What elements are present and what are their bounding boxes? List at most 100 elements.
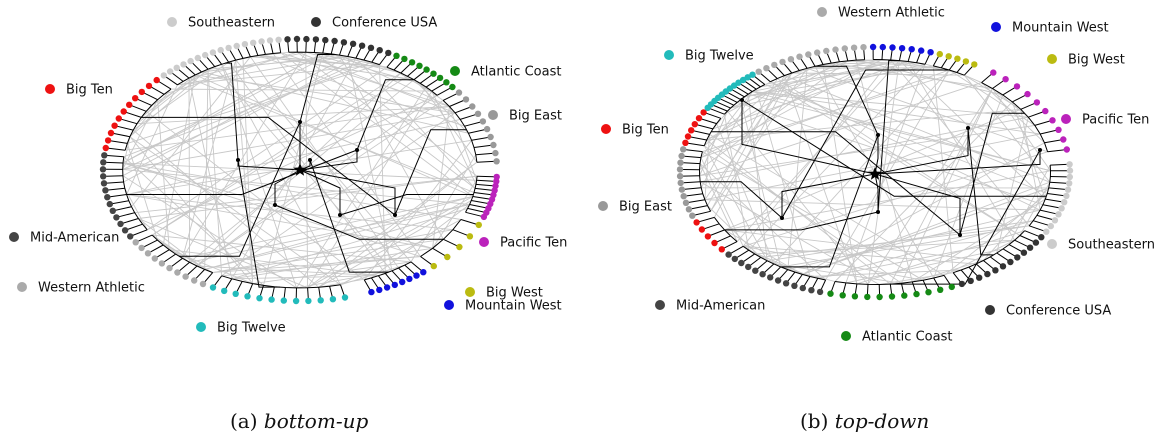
- network-edge: [126, 118, 461, 195]
- tree-leaf-link: [363, 279, 371, 291]
- team-node: [1032, 239, 1040, 246]
- network-edge: [242, 58, 254, 284]
- team-node: [102, 144, 110, 152]
- tree-junction: [298, 120, 302, 124]
- legend-entry: Big Twelve: [664, 49, 754, 64]
- root-star-icon: [293, 163, 307, 176]
- tree-branch: [237, 159, 280, 288]
- team-node: [689, 212, 696, 219]
- legend-label: Mid-American: [676, 299, 765, 314]
- tree-leaf-link: [213, 54, 223, 65]
- team-node: [691, 121, 698, 128]
- tree-leaf-link: [992, 80, 1004, 89]
- team-node: [680, 193, 687, 200]
- tree-leaf-link: [1042, 204, 1059, 209]
- legend-entry: Southeastern: [167, 16, 275, 31]
- team-node: [889, 44, 896, 51]
- network-edge: [235, 59, 412, 263]
- team-node: [490, 141, 497, 149]
- team-node: [199, 280, 207, 288]
- tree-leaf-link: [121, 118, 138, 125]
- legend-entry: Pacific Ten: [1061, 113, 1149, 128]
- team-node: [1058, 205, 1065, 212]
- team-node: [416, 62, 423, 69]
- tree-leaf-link: [911, 281, 917, 293]
- network-edge: [126, 84, 178, 195]
- tree-leaf-link: [1047, 193, 1064, 197]
- team-node: [182, 273, 189, 280]
- team-node: [850, 44, 858, 51]
- tree-leaf-link: [477, 175, 494, 178]
- team-node: [456, 243, 463, 251]
- tree-leaf-link: [400, 63, 411, 74]
- tree-leaf-link: [108, 147, 126, 151]
- panel-bottom-up: Southeastern Conference USA Atlantic Coast…: [9, 16, 567, 433]
- tree-leaf-link: [683, 181, 701, 184]
- network-edge: [122, 162, 461, 220]
- team-node: [420, 269, 427, 276]
- tree-leaf-link: [123, 218, 139, 224]
- tree-leaf-link: [213, 275, 223, 287]
- team-node: [676, 166, 684, 173]
- tree-leaf-link: [688, 142, 705, 147]
- legend-entry: Big Ten: [601, 123, 669, 138]
- tree-branch: [780, 134, 879, 268]
- network-edge: [933, 94, 1004, 279]
- network-edge: [318, 277, 372, 288]
- network-edge: [221, 64, 341, 286]
- legend-label: Mountain West: [1012, 21, 1109, 36]
- tree-leaf-link: [756, 260, 768, 270]
- network-edge: [747, 94, 768, 261]
- tree-leaf-link: [318, 287, 321, 299]
- tree-leaf-link: [137, 98, 152, 106]
- tree-leaf-link: [960, 269, 970, 280]
- tree-branch: [874, 173, 879, 212]
- network-edge: [162, 74, 196, 246]
- network-edge: [742, 59, 892, 247]
- legend-label: Southeastern: [1068, 238, 1155, 253]
- tree-junction: [740, 98, 744, 102]
- tree-leaf-link: [186, 265, 198, 276]
- tree-leaf-link: [1002, 248, 1016, 257]
- tree-leaf-link: [727, 92, 741, 101]
- tree-leaf-link: [1036, 214, 1053, 220]
- network-edge: [932, 65, 954, 273]
- legend-label: Western Athletic: [38, 281, 145, 296]
- network-edge: [727, 110, 869, 285]
- tree-leaf-link: [1045, 198, 1062, 203]
- legend-label: Western Athletic: [838, 6, 945, 21]
- tree-leaf-link: [996, 252, 1009, 262]
- network-edge: [132, 61, 229, 131]
- tree-leaf-link: [916, 52, 921, 63]
- tree-branch: [394, 129, 467, 216]
- network-edge: [764, 59, 883, 85]
- tree-leaf-link: [760, 72, 771, 83]
- network-edge: [182, 59, 237, 259]
- tree-leaf-link: [688, 199, 705, 203]
- tree-branch: [967, 127, 994, 256]
- dendrogram-tree: [682, 48, 1068, 296]
- team-node: [700, 109, 707, 116]
- tree-leaf-link: [151, 86, 165, 95]
- network-edge: [413, 79, 444, 101]
- tree-leaf-link: [229, 49, 237, 61]
- tree-leaf-link: [464, 121, 481, 127]
- team-node: [436, 74, 444, 82]
- tree-branch: [141, 116, 396, 216]
- team-node: [771, 61, 778, 69]
- tree-leaf-link: [143, 239, 158, 248]
- tree-leaf-link: [690, 136, 707, 141]
- team-node: [180, 61, 187, 68]
- team-node: [1047, 222, 1055, 230]
- network-edge: [716, 123, 775, 265]
- tree-leaf-link: [143, 92, 158, 101]
- network-edge: [704, 134, 711, 200]
- tree-leaf-link: [1044, 139, 1061, 144]
- tree-leaf-link: [835, 51, 840, 62]
- team-node: [1055, 126, 1062, 133]
- legend-entry: Big East: [488, 109, 562, 124]
- network-edge: [252, 261, 412, 285]
- team-node: [927, 49, 934, 56]
- legend-swatch: [167, 17, 177, 27]
- tree-leaf-link: [795, 274, 803, 285]
